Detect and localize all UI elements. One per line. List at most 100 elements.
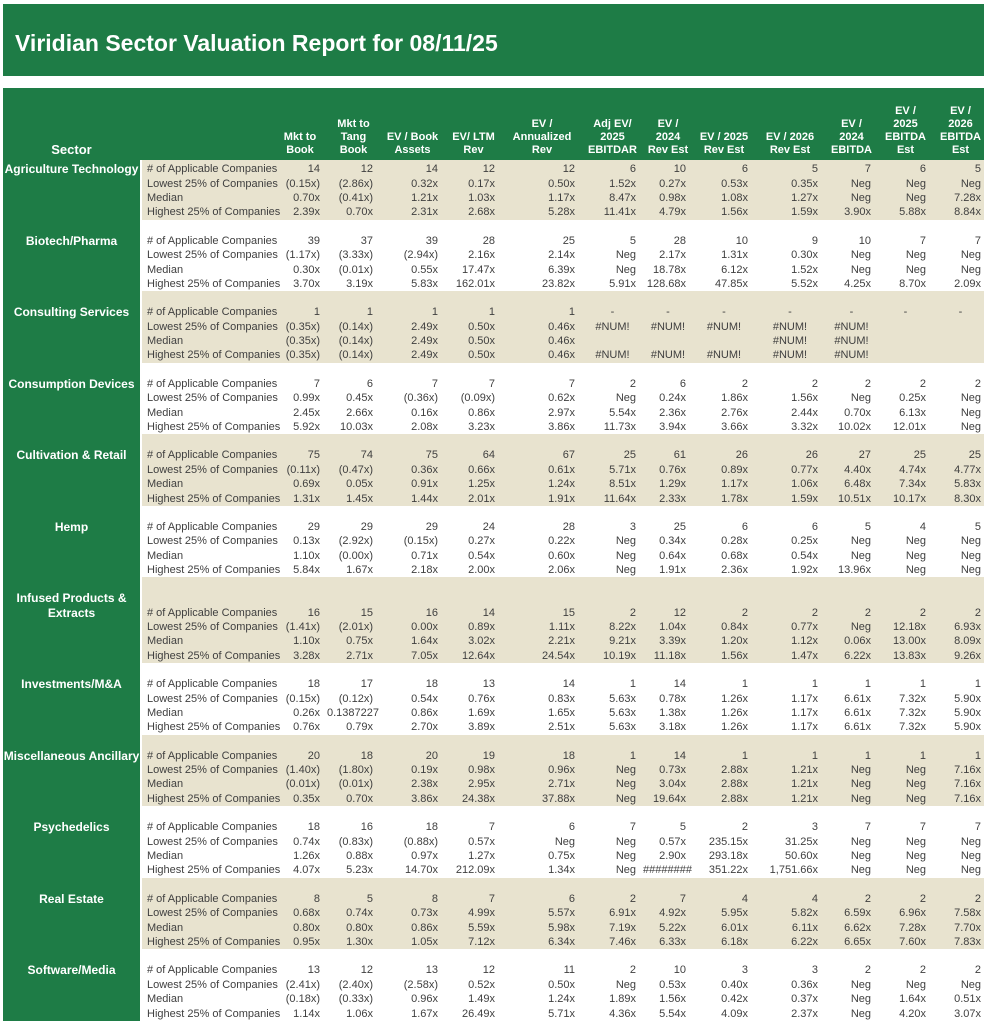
sector-block: Consumption Devices # of Applicable Compa… [3,362,984,435]
value-cell: 1 [488,306,495,319]
sector-rows: # of Applicable Companies 39 37 39 28 25 5 28 10… [142,219,984,292]
value-cell: 7.83x [954,935,981,948]
value-cell: Neg [960,392,981,405]
value-cell: 24.38x [461,792,495,805]
value-cell: 11.41x [603,206,636,219]
row-label: Highest 25% of Companies [147,792,281,805]
row-label: Lowest 25% of Companies [147,692,278,705]
value-cell: 0.95x [293,935,320,948]
value-cell: 0.55x [411,263,438,276]
sector-block: Software/Media # of Applicable Companies 1… [3,949,984,1021]
value-cell: 6.22x [844,649,871,662]
value-cell: 1.06x [346,1007,373,1020]
value-cell: 2.90x [659,850,686,863]
value-cell: 11.64x [603,492,636,505]
value-cell: Neg [905,263,926,276]
value-cell: 2 [919,606,926,619]
value-cell: 6.96x [899,907,926,920]
value-cell: #NUM! [595,320,630,333]
value-cell: (0.14x) [338,349,373,362]
value-cell: Neg [905,978,926,991]
value-cell: 3.07x [954,1007,981,1020]
value-cell: 6.11x [791,921,818,934]
value-cell: 2.38x [411,778,438,791]
value-cell: - [903,306,908,319]
value-cell: 1.25x [468,478,495,491]
table-row: # of Applicable Companies 20 18 20 19 18 1 14 1 1… [142,749,984,763]
value-cell: 1.05x [411,935,438,948]
value-cell: 5 [974,521,981,533]
value-cell: 2.49x [411,349,438,362]
value-cell: 1.06x [791,478,818,491]
sector-label: Miscellaneous Ancillary [3,748,140,763]
value-cell: 1 [568,306,575,319]
value-cell: Neg [905,535,926,548]
value-cell: 10 [858,234,871,247]
column-header-4: EV / Annualized Rev [512,118,572,156]
value-cell: 3.02x [468,635,495,648]
value-cell: 5.52x [791,277,818,290]
table-row: Highest 25% of Companies 1.14x 1.06x 1.67x 2… [142,1006,984,1020]
value-cell: 0.96x [411,993,438,1006]
value-cell: 4.40x [844,463,871,476]
value-cell: 5.22x [659,921,686,934]
row-label: Median [147,778,184,791]
value-cell: 0.66x [468,463,495,476]
value-cell: 18 [425,678,438,691]
column-header-1: Mkt to Tang Book [337,118,370,156]
value-cell: 3 [811,964,818,977]
value-cell: 235.15x [708,835,748,848]
value-cell: 7.46x [609,935,636,948]
value-cell: Neg [905,792,926,805]
value-cell: Neg [615,549,636,562]
value-cell: Neg [960,978,981,991]
value-cell: 12.18x [892,620,926,633]
value-cell: 1.64x [899,993,926,1006]
value-cell: 2 [974,892,981,905]
value-cell: 1 [864,678,871,691]
value-cell: 2.49x [411,320,438,333]
sector-rows: # of Applicable Companies 8 5 8 7 6 2 7 4 4 2 2 2 Low… [142,877,984,950]
value-cell: 7 [488,821,495,834]
value-cell: 6 [679,377,686,390]
value-cell: 6 [568,821,575,834]
value-cell: 6.93x [954,620,981,633]
row-label: # of Applicable Companies [147,821,278,834]
value-cell: 1.91x [548,492,575,505]
value-cell: Neg [850,191,871,204]
value-cell: 10.19x [602,649,636,662]
value-cell: Neg [960,850,981,863]
value-cell: 4.20x [899,1007,926,1020]
value-cell: 1.12x [791,635,818,648]
value-cell: 2 [811,377,818,390]
value-cell: Neg [960,406,981,419]
table-row: Lowest 25% of Companies 0.99x 0.45x (0.36x)… [142,391,984,405]
column-header-7: EV / 2025 Rev Est [699,131,749,156]
value-cell: 0.74x [346,907,373,920]
table-row: Median 0.70x (0.41x) 1.21x 1.03x 1.17x 8.47x 0.… [142,191,984,205]
value-cell: 13.96x [837,564,871,577]
value-cell: 12 [360,964,373,977]
value-cell: 0.89x [468,620,495,633]
value-cell: 5.84x [293,564,320,577]
value-cell: #NUM! [834,349,869,362]
row-label: Lowest 25% of Companies [147,835,278,848]
value-cell: (0.11x) [286,463,320,476]
value-cell: 1.10x [293,549,320,562]
value-cell: 5.59x [468,921,495,934]
value-cell: 2.76x [721,406,748,419]
value-cell: 12.64x [461,649,495,662]
value-cell: Neg [960,864,981,877]
value-cell: Neg [850,835,871,848]
value-cell: 2 [811,606,818,619]
value-cell: Neg [960,421,981,434]
value-cell: 2.95x [468,778,495,791]
value-cell: 2 [919,964,926,977]
value-cell: 75 [307,449,320,462]
value-cell: 1.67x [411,1007,438,1020]
value-cell: 6.48x [844,478,871,491]
table-row: Highest 25% of Companies 2.39x 0.70x 2.31x 2… [142,205,984,219]
value-cell: 1.10x [293,635,320,648]
table-row: Median 1.26x 0.88x 0.97x 1.27x 0.75x Neg 2.90x 2… [142,849,984,863]
value-cell: (0.15x) [285,692,320,705]
